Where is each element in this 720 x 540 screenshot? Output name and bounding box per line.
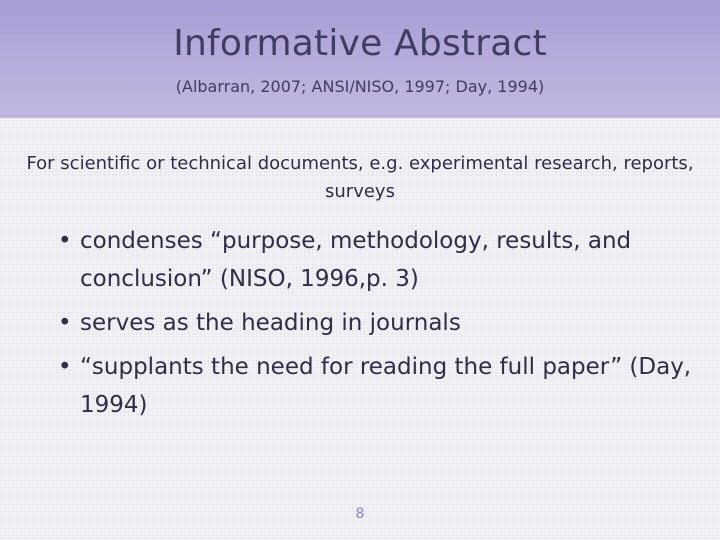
bullet-item: • “supplants the need for reading the fu… [58,348,698,424]
bullet-text: “supplants the need for reading the full… [80,354,692,418]
bullet-dot-icon: • [58,310,72,336]
bullet-dot-icon: • [58,354,72,380]
header-band [0,0,720,118]
intro-text: For scientific or technical documents, e… [26,153,694,202]
slide-subtitle: (Albarran, 2007; ANSI/NISO, 1997; Day, 1… [175,77,545,96]
bullet-list: • condenses “purpose, methodology, resul… [58,222,698,430]
bullet-text: serves as the heading in journals [80,310,461,336]
bullet-dot-icon: • [58,228,72,254]
page-number: 8 [355,506,365,522]
bullet-item: • serves as the heading in journals [58,304,698,342]
bullet-item: • condenses “purpose, methodology, resul… [58,222,698,298]
slide-title: Informative Abstract [173,23,547,64]
bullet-text: condenses “purpose, methodology, results… [80,228,632,292]
